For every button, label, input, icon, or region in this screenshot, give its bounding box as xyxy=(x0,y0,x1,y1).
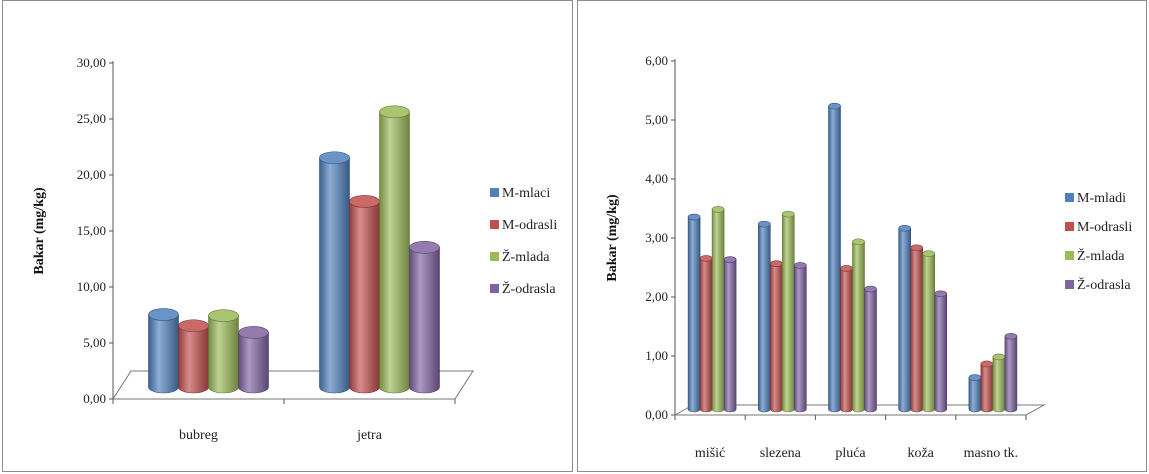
x-tick-label: slezena xyxy=(760,446,802,461)
legend-swatch xyxy=(1065,251,1074,260)
x-tick-label: masno tk. xyxy=(964,446,1018,461)
chart-panel-left: 0,00 5,00 10,00 15,00 20,00 25,00 30,00 bubreg j… xyxy=(2,0,573,472)
legend-swatch xyxy=(490,188,499,197)
legend-swatch xyxy=(1065,222,1074,231)
bar xyxy=(992,353,1006,413)
bar xyxy=(828,102,841,413)
y-tick-label: 4,00 xyxy=(645,171,668,186)
y-tick-label: 5,00 xyxy=(645,112,668,127)
legend-entry: Ž-odrasla xyxy=(1077,276,1131,293)
y-tick-label: 1,00 xyxy=(645,348,668,363)
chart-left: 0,00 5,00 10,00 15,00 20,00 25,00 30,00 bubreg j… xyxy=(32,55,557,443)
legend-entry: M-mladi xyxy=(1077,191,1126,206)
bar xyxy=(934,290,948,413)
legend-entry: Ž-mlada xyxy=(502,248,550,265)
y-tick-label: 2,00 xyxy=(645,289,668,304)
legend-entry: M-odrasli xyxy=(1077,220,1132,235)
x-tick-label: bubreg xyxy=(179,428,218,443)
bar xyxy=(178,319,209,394)
legend-swatch xyxy=(490,252,499,261)
bar xyxy=(723,256,737,413)
bar xyxy=(980,360,994,413)
chart-panel-right: 0,00 1,00 2,00 3,00 4,00 5,00 6,00 mišić slezena… xyxy=(577,0,1147,472)
x-tick-label: pluća xyxy=(835,446,866,461)
y-tick-label: 20,00 xyxy=(77,167,106,182)
bar xyxy=(758,220,771,413)
bar xyxy=(379,105,410,394)
y-axis-label: Bakar (mg/kg) xyxy=(32,187,47,275)
bar xyxy=(349,195,380,394)
bar xyxy=(148,308,179,394)
bar xyxy=(770,260,783,413)
bar xyxy=(922,250,936,413)
bar xyxy=(409,241,440,394)
legend-swatch xyxy=(490,220,499,229)
bar xyxy=(968,374,982,413)
bar xyxy=(319,151,350,394)
x-tick-label: koža xyxy=(907,446,934,461)
y-tick-label: 15,00 xyxy=(77,223,106,238)
bar xyxy=(711,206,725,413)
bar xyxy=(238,326,269,394)
legend-entry: Ž-odrasla xyxy=(502,280,556,297)
y-axis-label: Bakar (mg/kg) xyxy=(605,194,620,282)
y-tick-label: 25,00 xyxy=(77,111,106,126)
y-tick-label: 3,00 xyxy=(645,230,668,245)
bar xyxy=(852,238,865,413)
y-tick-label: 0,00 xyxy=(645,407,668,422)
legend-entry: M-odrasli xyxy=(502,218,557,233)
legend-swatch xyxy=(1065,193,1074,202)
bar xyxy=(864,285,877,413)
bar xyxy=(687,213,701,413)
bar xyxy=(1004,332,1018,413)
bar xyxy=(910,244,924,413)
bar xyxy=(898,224,912,413)
legend-swatch xyxy=(490,284,499,293)
bar xyxy=(794,262,807,413)
x-tick-label: jetra xyxy=(356,428,383,443)
legend-entry: Ž-mlada xyxy=(1077,247,1125,264)
y-tick-label: 30,00 xyxy=(77,55,106,70)
y-tick-label: 0,00 xyxy=(83,391,106,406)
y-tick-label: 5,00 xyxy=(83,335,106,350)
x-tick-label: mišić xyxy=(695,446,725,461)
chart-right: 0,00 1,00 2,00 3,00 4,00 5,00 6,00 mišić slezena… xyxy=(605,53,1132,461)
bar xyxy=(840,265,853,413)
legend-swatch xyxy=(1065,280,1074,289)
y-tick-label: 6,00 xyxy=(645,53,668,68)
bar xyxy=(699,255,713,413)
legend-entry: M-mlaci xyxy=(502,186,550,201)
y-tick-label: 10,00 xyxy=(77,279,106,294)
bar xyxy=(782,210,795,413)
bar xyxy=(208,309,239,394)
